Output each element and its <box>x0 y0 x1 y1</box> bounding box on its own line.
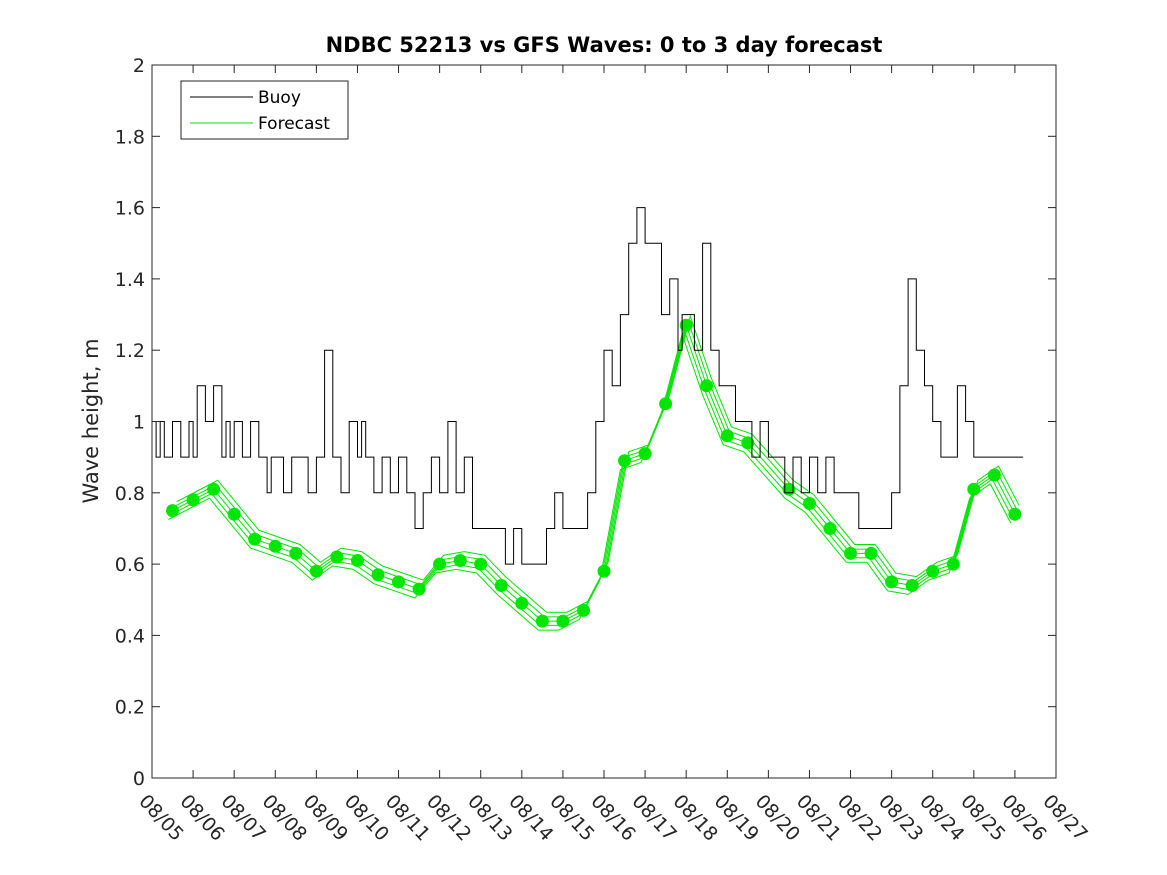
forecast-point <box>720 429 734 443</box>
forecast-point <box>926 564 940 578</box>
forecast-point <box>659 397 673 411</box>
y-tick-label: 0.6 <box>115 554 145 576</box>
forecast-point <box>700 379 714 393</box>
forecast-point <box>618 454 631 468</box>
forecast-point <box>987 468 1001 482</box>
forecast-point <box>803 497 816 510</box>
buoy-line <box>152 207 1024 565</box>
forecast-point <box>289 546 303 560</box>
forecast-point <box>597 564 611 578</box>
y-tick-label: 1.8 <box>115 126 145 148</box>
y-tick-label: 1.6 <box>115 198 145 220</box>
y-tick-label: 0.4 <box>115 625 145 647</box>
forecast-point <box>946 557 960 571</box>
legend: Buoy Forecast <box>180 80 349 140</box>
forecast-point <box>309 564 323 578</box>
forecast-point <box>268 539 282 553</box>
forecast-point <box>330 550 344 564</box>
forecast-point <box>494 579 508 592</box>
forecast-point <box>433 557 447 571</box>
y-tick-label: 1.4 <box>115 269 145 291</box>
y-tick-label: 0.2 <box>115 697 145 719</box>
forecast-point <box>248 532 262 546</box>
forecast-line <box>176 314 1020 613</box>
y-tick-label: 1 <box>133 412 145 434</box>
legend-forecast-label: Forecast <box>258 114 330 134</box>
forecast-point <box>577 603 590 617</box>
forecast-series <box>166 314 1022 631</box>
forecast-point <box>474 557 488 571</box>
forecast-point <box>864 546 878 560</box>
forecast-point <box>679 318 693 332</box>
forecast-point <box>166 504 179 518</box>
forecast-point <box>453 554 467 567</box>
forecast-point <box>207 482 221 496</box>
forecast-point <box>227 507 241 521</box>
forecast-point <box>371 568 385 582</box>
forecast-point <box>535 614 549 628</box>
forecast-point <box>186 493 200 507</box>
forecast-point <box>351 554 364 567</box>
y-axis-label: Wave height, m <box>79 338 103 503</box>
forecast-point <box>638 447 652 461</box>
forecast-line <box>168 332 1012 631</box>
chart-title: NDBC 52213 vs GFS Waves: 0 to 3 day fore… <box>326 33 883 57</box>
buoy-series <box>152 207 1024 565</box>
legend-box <box>180 80 349 140</box>
y-tick-label: 2 <box>133 55 145 77</box>
legend-buoy-label: Buoy <box>258 88 301 108</box>
forecast-point <box>515 596 529 610</box>
forecast-point <box>412 582 426 596</box>
y-tick-label: 0 <box>133 768 145 790</box>
forecast-point <box>392 575 405 589</box>
y-tick-label: 1.2 <box>115 340 145 362</box>
forecast-point <box>844 546 857 560</box>
forecast-point <box>905 579 919 592</box>
forecast-point <box>967 482 981 496</box>
y-tick-label: 0.8 <box>115 483 145 505</box>
forecast-point <box>556 614 570 628</box>
forecast-point <box>741 436 755 450</box>
forecast-point <box>823 522 837 535</box>
forecast-point <box>1008 507 1022 521</box>
forecast-point <box>885 575 899 589</box>
